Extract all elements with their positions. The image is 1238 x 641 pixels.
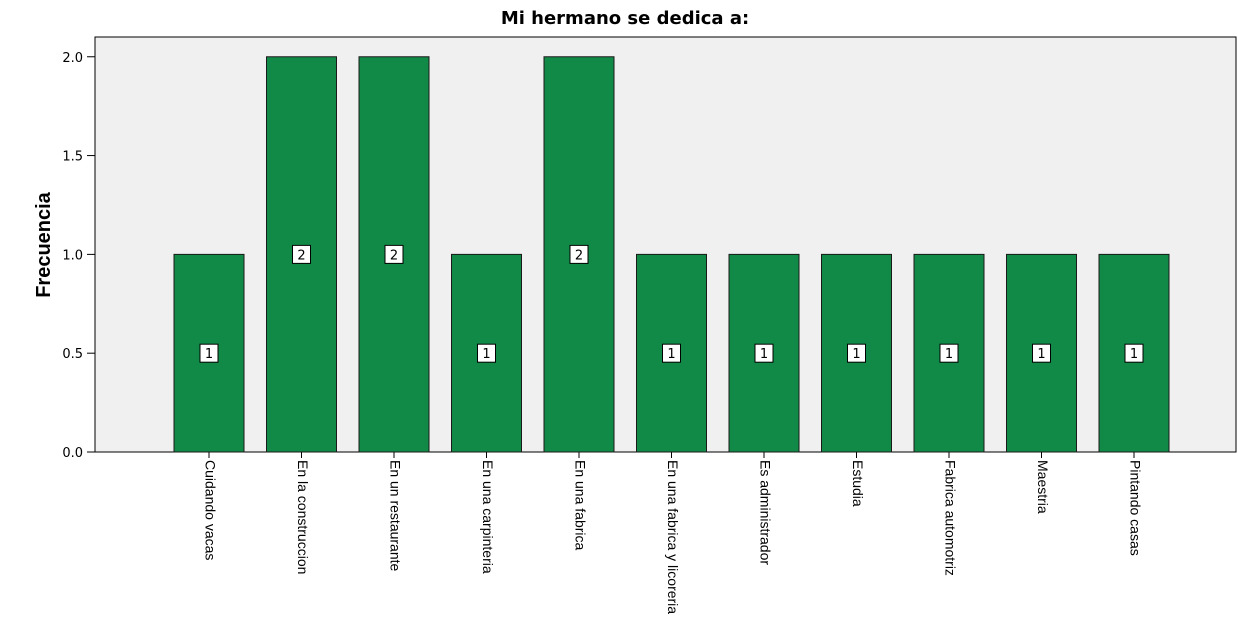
x-tick-label: Fabrica automotriz [942,460,958,576]
data-label-box [754,343,774,363]
data-label-box [477,343,496,363]
y-tick-label: 0.5 [62,347,83,362]
data-label: 1 [205,347,213,362]
y-tick-label: 2.0 [62,51,83,66]
data-label: 2 [297,248,305,263]
data-label: 2 [575,248,583,263]
x-tick-label: En un restaurante [387,460,403,572]
x-tick-label: En una fabrica y licoreria [665,460,681,614]
data-label-box [384,244,404,264]
x-tick-label: Cuidando vacas [202,460,218,560]
y-tick-label: 1.0 [62,248,83,263]
y-tick-label: 1.5 [62,150,83,165]
y-axis-title: Frecuencia [33,191,55,297]
x-tick-label: En una fabrica [572,460,588,550]
x-tick-label: Maestria [1035,460,1051,514]
data-label: 1 [1037,347,1045,362]
data-label-box [199,343,219,363]
x-tick-label: En la construccion [295,460,311,574]
x-tick-label: Pintando casas [1127,460,1143,556]
data-label: 1 [1130,347,1138,362]
data-label-box [847,343,866,363]
data-label: 1 [667,347,675,362]
chart-title: Mi hermano se dedica a: [501,8,749,29]
data-label: 1 [760,347,768,362]
data-label-box [662,343,681,363]
data-label: 2 [390,248,398,263]
data-label: 1 [945,347,953,362]
data-label-box [1032,343,1051,363]
y-tick-label: 0.0 [62,446,83,461]
data-label-box [939,343,959,363]
data-label-box [292,244,311,264]
x-tick-label: Es administrador [757,460,773,565]
x-tick-label: Estudia [850,460,866,507]
data-label-box [1124,343,1144,363]
data-label: 1 [852,347,860,362]
data-label-box [569,244,589,264]
data-label: 1 [482,347,490,362]
x-tick-label: En una carpinteria [480,460,496,574]
